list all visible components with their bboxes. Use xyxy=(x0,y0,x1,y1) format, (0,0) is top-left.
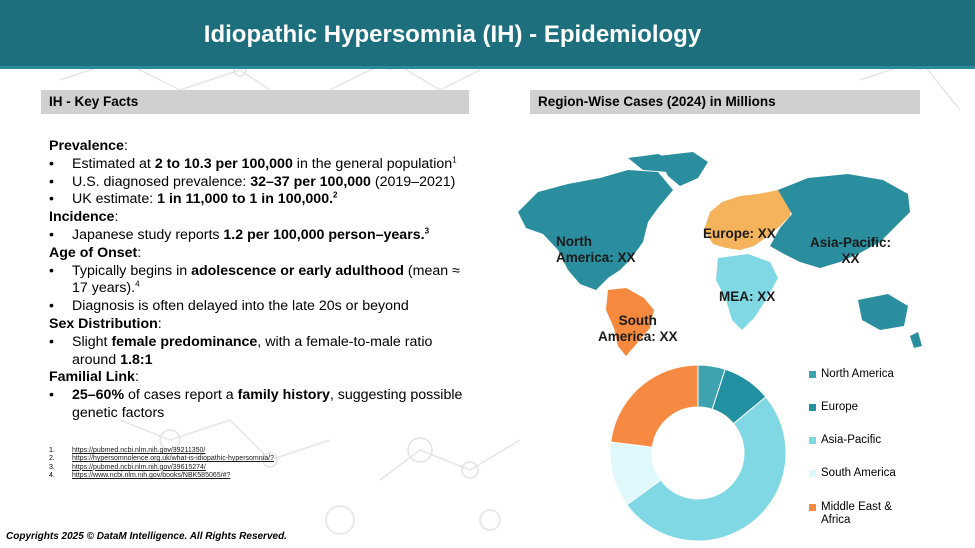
fact-item: • Diagnosis is often delayed into the lat… xyxy=(49,298,409,315)
legend-swatch xyxy=(809,437,816,444)
reference-item: 3. https://pubmed.ncbi.nlm.nih.gov/396152… xyxy=(49,463,206,471)
world-map xyxy=(518,152,922,356)
map-label-asia-pacific: Asia-Pacific: XX xyxy=(810,235,892,266)
legend-item: Europe xyxy=(809,401,858,414)
onset-heading: Age of Onset: xyxy=(49,244,142,261)
region-donut-chart xyxy=(609,364,787,542)
map-north-america xyxy=(518,154,678,290)
legend-swatch xyxy=(809,504,816,511)
key-facts-list: Prevalence: • Estimated at 2 to 10.3 per … xyxy=(49,138,479,423)
region-heading: Region-Wise Cases (2024) in Millions xyxy=(530,90,920,114)
map-label-mea: MEA: XX xyxy=(719,289,776,304)
page-title: Idiopathic Hypersomnia (IH) - Epidemiolo… xyxy=(203,21,702,48)
reference-link[interactable]: https://pubmed.ncbi.nlm.nih.gov/39615274… xyxy=(72,463,206,471)
reference-link[interactable]: https://pubmed.ncbi.nlm.nih.gov/39211350… xyxy=(72,447,206,454)
title-bar: Idiopathic Hypersomnia (IH) - Epidemiolo… xyxy=(0,0,975,69)
legend-swatch xyxy=(809,404,816,411)
map-greenland xyxy=(658,152,708,186)
legend-label: Asia-Pacific xyxy=(821,434,882,446)
map-label-europe: Europe: XX xyxy=(703,226,776,241)
fact-item: • Estimated at 2 to 10.3 per 100,000 in t… xyxy=(49,155,457,172)
legend-label: Europe xyxy=(821,401,859,413)
key-facts-heading: IH - Key Facts xyxy=(41,90,469,114)
map-south-america xyxy=(606,288,654,356)
map-asia-pacific xyxy=(770,174,922,348)
reference-link[interactable]: https://hypersomnolence.org.uk/what-is-i… xyxy=(72,455,274,463)
legend-label: South America xyxy=(821,467,896,479)
legend-swatch xyxy=(809,470,816,477)
fact-item: • Japanese study reports 1.2 per 100,000 … xyxy=(49,226,430,243)
fact-item: • 25–60% of cases report a family history… xyxy=(49,387,463,421)
reference-item: 1. https://pubmed.ncbi.nlm.nih.gov/392113… xyxy=(49,447,206,454)
legend-item: Middle East & Africa xyxy=(809,501,892,527)
legend-item: Asia-Pacific xyxy=(809,434,881,447)
reference-link[interactable]: https://www.ncbi.nlm.nih.gov/books/NBK58… xyxy=(72,472,231,480)
donut-slice-middle-east-africa xyxy=(610,364,699,448)
fact-item: • Typically begins in adolescence or earl… xyxy=(49,262,460,297)
reference-item: 4. https://www.ncbi.nlm.nih.gov/books/NBK… xyxy=(49,472,231,480)
legend-item: North America xyxy=(809,368,894,381)
map-label-south-america: South America: XX xyxy=(598,313,678,344)
copyright-footer: Copyrights 2025 © DataM Intelligence. Al… xyxy=(6,531,287,542)
legend-swatch xyxy=(809,371,816,378)
fact-item: • Slight female predominance, with a fema… xyxy=(49,333,433,368)
prevalence-heading: Prevalence: xyxy=(49,138,128,154)
incidence-heading: Incidence: xyxy=(49,209,119,226)
familial-heading: Familial Link: xyxy=(49,369,139,386)
references: 1. https://pubmed.ncbi.nlm.nih.gov/392113… xyxy=(49,447,274,481)
legend-item: South America xyxy=(809,467,896,480)
sex-heading: Sex Distribution: xyxy=(49,315,162,332)
fact-item: • U.S. diagnosed prevalence: 32–37 per 10… xyxy=(49,173,456,190)
map-label-north-america: North America: XX xyxy=(556,234,636,265)
donut-slice-asia-pacific xyxy=(626,396,787,542)
legend-label: North America xyxy=(821,368,894,380)
fact-item: • UK estimate: 1 in 11,000 to 1 in 100,00… xyxy=(49,190,338,208)
legend-label: Middle East & Africa xyxy=(821,501,892,526)
map-mea xyxy=(716,254,778,330)
reference-item: 2. https://hypersomnolence.org.uk/what-is… xyxy=(49,455,274,463)
map-europe xyxy=(704,190,793,250)
